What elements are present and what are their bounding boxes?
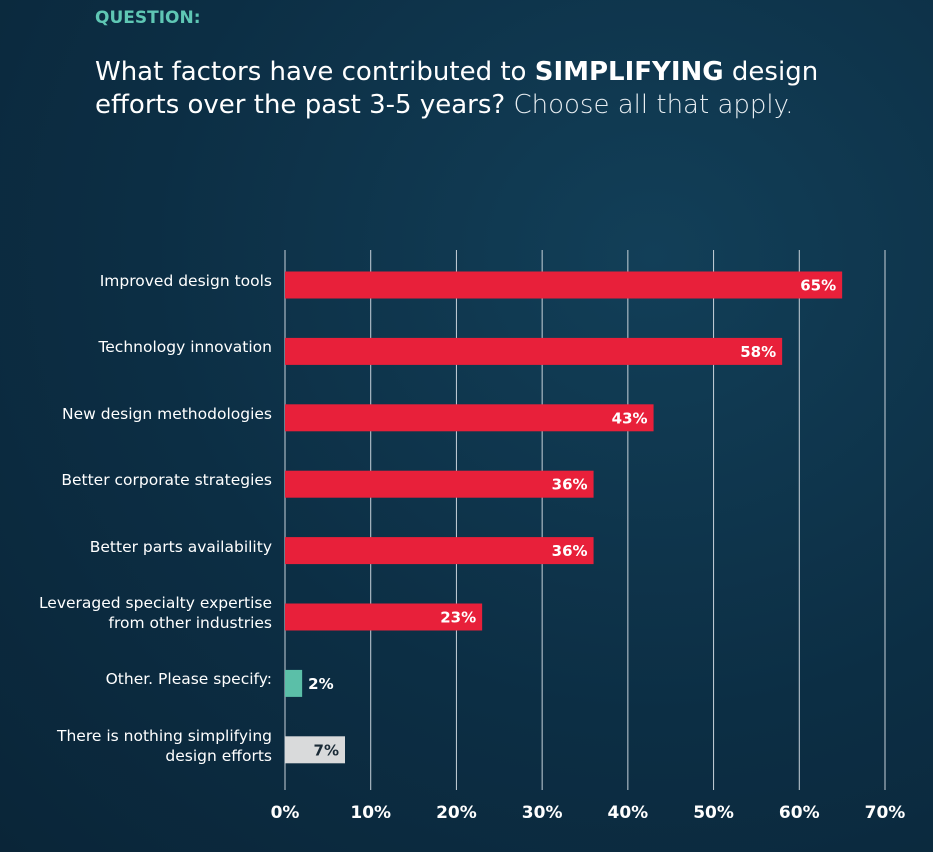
value-label: 65% [800,277,836,295]
question-text: design efforts over the past 3-5 years? [95,57,819,120]
category-label: New design methodologies [62,404,272,423]
x-tick-label: 60% [779,803,820,823]
bar [285,470,594,498]
x-tick-label: 10% [350,803,391,823]
x-tick-label: 50% [693,803,734,823]
value-label: 36% [552,542,588,560]
question-text: What factors have contributed to [95,57,535,87]
value-label: 7% [314,741,339,759]
value-label: 2% [308,675,333,693]
question: What factors have contributed to SIMPLIF… [95,56,895,122]
category-label: Better corporate strategies [61,471,272,490]
bar [285,271,843,299]
category-label: Other. Please specify: [105,670,272,689]
value-label: 58% [740,343,776,361]
bar [285,603,483,631]
x-tick-label: 20% [436,803,477,823]
value-label: 23% [440,609,476,627]
bar [285,337,783,365]
heading: QUESTION: [95,8,201,28]
question-hint: Choose all that apply. [505,90,794,120]
x-tick-label: 0% [271,803,300,823]
x-tick-label: 30% [522,803,563,823]
bar [285,736,345,764]
category-label: Improved design tools [99,272,272,290]
x-tick-label: 70% [865,803,906,823]
bar [285,404,654,432]
x-tick-label: 40% [608,803,649,823]
value-label: 43% [612,409,648,427]
category-label: There is nothing simplifying design effo… [57,726,272,765]
category-label: Better parts availability [89,537,272,556]
bar [285,669,303,697]
category-label: Leveraged specialty expertise from other… [38,594,272,632]
category-label: Technology innovation [98,338,272,357]
question-emphasis: SIMPLIFYING [534,57,724,87]
bar [285,537,594,565]
value-label: 36% [552,476,588,494]
